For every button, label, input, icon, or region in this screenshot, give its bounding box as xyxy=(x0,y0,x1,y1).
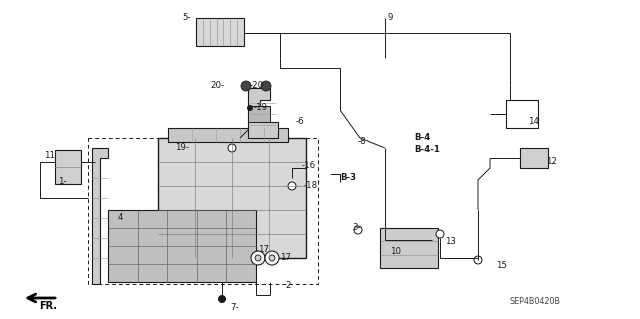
Text: -16: -16 xyxy=(302,161,316,170)
Bar xyxy=(506,100,538,128)
Circle shape xyxy=(255,255,261,261)
Text: 11: 11 xyxy=(44,152,55,160)
Text: 5-: 5- xyxy=(182,13,191,23)
Circle shape xyxy=(354,226,362,234)
Polygon shape xyxy=(248,88,278,138)
Bar xyxy=(55,150,81,184)
Circle shape xyxy=(288,182,296,190)
Circle shape xyxy=(474,256,482,264)
Text: 17: 17 xyxy=(280,254,291,263)
Text: 7-: 7- xyxy=(230,302,239,311)
Text: 19-: 19- xyxy=(175,144,189,152)
Circle shape xyxy=(269,255,275,261)
Text: B-4-1: B-4-1 xyxy=(414,145,440,154)
Circle shape xyxy=(228,144,236,152)
Text: 3-: 3- xyxy=(352,224,360,233)
Text: 14: 14 xyxy=(528,117,539,127)
Text: B-3: B-3 xyxy=(340,174,356,182)
Text: -18: -18 xyxy=(304,182,318,190)
Bar xyxy=(168,128,288,142)
Circle shape xyxy=(288,182,296,190)
Text: 15: 15 xyxy=(496,262,507,271)
Circle shape xyxy=(241,81,251,91)
Text: 2: 2 xyxy=(285,281,291,291)
Text: 17: 17 xyxy=(258,246,269,255)
Text: -20: -20 xyxy=(250,81,264,91)
Bar xyxy=(380,228,438,268)
Text: B-4: B-4 xyxy=(414,133,430,143)
Circle shape xyxy=(436,230,444,238)
Text: 13: 13 xyxy=(445,238,456,247)
Circle shape xyxy=(474,256,482,264)
Text: -19: -19 xyxy=(254,103,268,113)
Text: 20-: 20- xyxy=(210,81,224,91)
Circle shape xyxy=(251,251,265,265)
Text: -6: -6 xyxy=(296,117,305,127)
Circle shape xyxy=(218,295,226,303)
Text: 4: 4 xyxy=(118,213,124,222)
Circle shape xyxy=(261,81,271,91)
Polygon shape xyxy=(92,148,108,284)
Bar xyxy=(88,138,318,284)
Circle shape xyxy=(228,144,236,152)
Circle shape xyxy=(265,251,279,265)
Bar xyxy=(158,138,306,258)
Text: 10: 10 xyxy=(390,248,401,256)
Bar xyxy=(108,210,256,282)
Bar xyxy=(196,18,244,46)
Text: 12: 12 xyxy=(546,158,557,167)
Text: -8: -8 xyxy=(358,137,367,146)
Circle shape xyxy=(354,226,362,234)
Circle shape xyxy=(436,230,444,238)
Text: FR.: FR. xyxy=(39,301,57,311)
Circle shape xyxy=(247,105,253,111)
Bar xyxy=(520,148,548,168)
Text: 1-: 1- xyxy=(58,177,67,187)
Text: SEP4B0420B: SEP4B0420B xyxy=(510,298,561,307)
Bar xyxy=(248,106,270,122)
Text: 9: 9 xyxy=(388,13,394,23)
